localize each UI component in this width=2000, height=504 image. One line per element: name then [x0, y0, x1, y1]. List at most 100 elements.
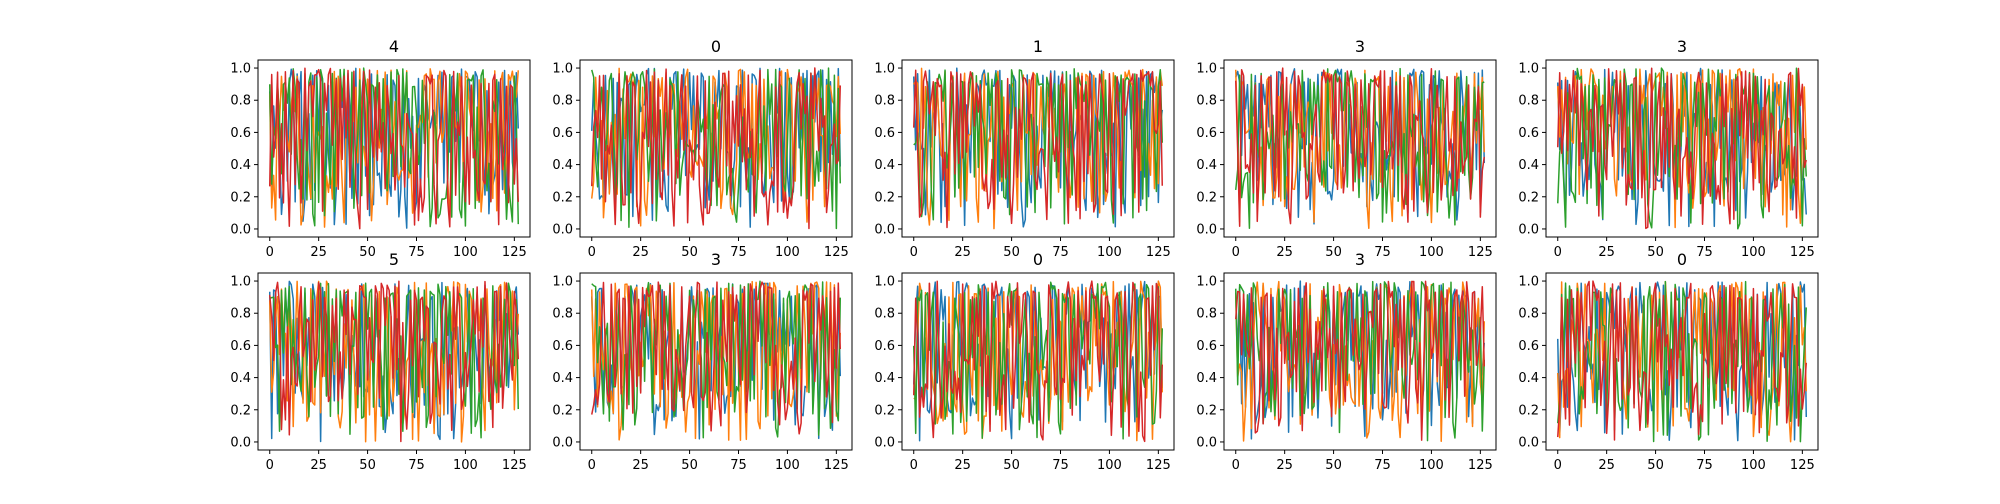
series-line-3	[912, 281, 1164, 440]
x-tick-label: 50	[681, 245, 698, 260]
subplot-9: 0 25 50 75 100 125 0.0 0.2 0.4 0.6 0.8 1.0 3	[1196, 250, 1497, 473]
y-tick-label: 0.2	[552, 190, 573, 205]
series-group	[1234, 67, 1486, 230]
x-tick-label: 50	[1647, 245, 1664, 260]
subplot-title: 4	[389, 37, 399, 56]
subplot-8: 0 25 50 75 100 125 0.0 0.2 0.4 0.6 0.8 1.0 0	[874, 250, 1175, 473]
axes-frame	[579, 272, 853, 451]
subplot-3: 0 25 50 75 100 125 0.0 0.2 0.4 0.6 0.8 1.0 1	[874, 37, 1175, 260]
series-line-3	[913, 68, 1164, 225]
x-tick-label: 50	[1647, 458, 1664, 473]
y-tick-label: 0.0	[552, 222, 573, 237]
x-tick-label: 75	[1052, 458, 1069, 473]
x-tick-label: 25	[1598, 458, 1615, 473]
y-tick-label: 0.6	[1196, 126, 1217, 141]
series-group	[1556, 67, 1808, 230]
y-tick-label: 0.8	[552, 94, 573, 109]
subplot-title: 3	[1677, 37, 1687, 56]
x-tick-label: 100	[453, 245, 478, 260]
y-tick-label: 0.8	[874, 307, 895, 322]
x-tick-label: 25	[632, 245, 649, 260]
series-group	[912, 67, 1164, 230]
subplot-1: 0 25 50 75 100 125 0.0 0.2 0.4 0.6 0.8 1.0 4	[230, 37, 531, 260]
y-tick-label: 0.8	[1518, 94, 1539, 109]
series-group	[590, 67, 842, 230]
axes-frame	[1545, 59, 1819, 238]
subplot-title: 0	[1033, 250, 1043, 269]
series-line-2	[1234, 280, 1486, 443]
x-tick-label: 125	[502, 245, 527, 260]
x-tick-label: 100	[1741, 458, 1766, 473]
y-tick-label: 0.4	[1518, 158, 1539, 173]
y-tick-label: 0.0	[1518, 222, 1539, 237]
series-group	[1556, 280, 1808, 443]
y-tick-label: 1.0	[552, 62, 573, 77]
x-tick-label: 50	[1003, 458, 1020, 473]
series-group	[268, 67, 520, 230]
subplot-title: 5	[389, 250, 399, 269]
x-tick-label: 75	[1374, 245, 1391, 260]
subplot-title: 0	[711, 37, 721, 56]
y-tick-label: 0.2	[1518, 190, 1539, 205]
series-line-4	[268, 67, 520, 230]
x-tick-label: 0	[1554, 458, 1562, 473]
y-tick-label: 0.4	[552, 371, 573, 386]
y-tick-label: 1.0	[874, 62, 895, 77]
y-tick-label: 0.4	[230, 371, 251, 386]
series-line-4	[1234, 67, 1486, 227]
x-tick-label: 100	[1097, 458, 1122, 473]
x-tick-label: 100	[1419, 458, 1444, 473]
y-tick-label: 0.6	[230, 126, 251, 141]
y-tick-label: 0.4	[1196, 158, 1217, 173]
y-tick-label: 0.2	[552, 403, 573, 418]
y-tick-label: 0.8	[1196, 307, 1217, 322]
series-line-4	[591, 281, 842, 435]
y-tick-label: 1.0	[230, 275, 251, 290]
x-tick-label: 25	[1276, 245, 1293, 260]
x-tick-label: 75	[1374, 458, 1391, 473]
x-tick-label: 50	[1325, 245, 1342, 260]
subplot-4: 0 25 50 75 100 125 0.0 0.2 0.4 0.6 0.8 1.0 3	[1196, 37, 1497, 260]
x-tick-label: 50	[681, 458, 698, 473]
x-tick-label: 125	[824, 245, 849, 260]
y-tick-label: 0.8	[1196, 94, 1217, 109]
y-tick-label: 1.0	[1518, 275, 1539, 290]
x-tick-label: 50	[1003, 245, 1020, 260]
y-tick-label: 0.4	[230, 158, 251, 173]
y-tick-label: 0.2	[1196, 403, 1217, 418]
subplot-2: 0 25 50 75 100 125 0.0 0.2 0.4 0.6 0.8 1.0 0	[552, 37, 853, 260]
series-group	[268, 280, 520, 443]
x-tick-label: 75	[1696, 245, 1713, 260]
series-line-4	[1234, 280, 1486, 441]
y-tick-label: 0.2	[230, 190, 251, 205]
subplot-title: 3	[711, 250, 721, 269]
series-line-3	[1556, 67, 1808, 230]
x-tick-label: 50	[1325, 458, 1342, 473]
x-tick-label: 25	[310, 245, 327, 260]
x-tick-label: 25	[632, 458, 649, 473]
x-tick-label: 125	[1790, 245, 1815, 260]
y-tick-label: 0.0	[230, 222, 251, 237]
axes-frame	[257, 272, 531, 451]
x-tick-label: 100	[775, 458, 800, 473]
y-tick-label: 1.0	[1196, 62, 1217, 77]
y-tick-label: 0.0	[874, 435, 895, 450]
y-tick-label: 1.0	[552, 275, 573, 290]
series-line-4	[912, 280, 1164, 443]
y-tick-label: 0.0	[230, 435, 251, 450]
x-tick-label: 75	[1696, 458, 1713, 473]
subplot-6: 0 25 50 75 100 125 0.0 0.2 0.4 0.6 0.8 1.0 5	[230, 250, 531, 473]
y-tick-label: 0.4	[1196, 371, 1217, 386]
series-group	[912, 280, 1164, 443]
x-tick-label: 0	[910, 458, 918, 473]
subplot-title: 3	[1355, 250, 1365, 269]
y-tick-label: 0.0	[874, 222, 895, 237]
x-tick-label: 125	[1468, 245, 1493, 260]
axes-frame	[901, 272, 1175, 451]
x-tick-label: 0	[1554, 245, 1562, 260]
series-line-4	[912, 69, 1164, 229]
axes-frame	[1545, 272, 1819, 451]
axes-frame	[1223, 272, 1497, 451]
y-tick-label: 0.2	[874, 190, 895, 205]
